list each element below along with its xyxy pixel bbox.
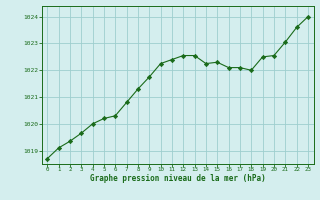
X-axis label: Graphe pression niveau de la mer (hPa): Graphe pression niveau de la mer (hPa) [90,174,266,183]
